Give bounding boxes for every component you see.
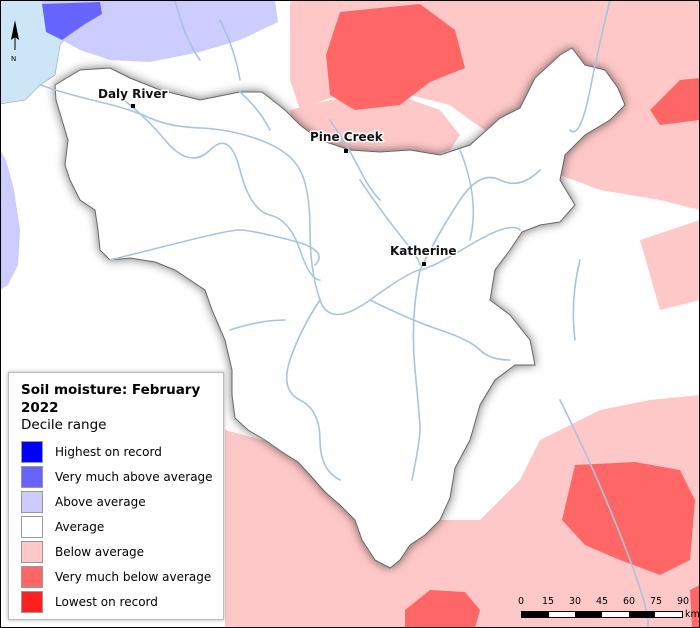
- scale-tick-label: 0: [517, 596, 525, 607]
- very-much-below-area-southeast: [562, 462, 695, 575]
- legend-swatch: [21, 590, 43, 613]
- north-label: N: [11, 55, 16, 63]
- legend-item-label: Highest on record: [55, 444, 162, 459]
- town-pine-creek[interactable]: Pine Creek: [309, 129, 385, 153]
- legend-swatch: [21, 515, 43, 538]
- very-much-below-area-far-east: [650, 78, 700, 125]
- town-daly-river[interactable]: Daly River: [97, 86, 169, 108]
- river-network: [39, 0, 649, 628]
- legend-item-label: Above average: [55, 494, 146, 509]
- very-much-below-area-southedge: [690, 585, 700, 628]
- scale-tick-label: 75: [649, 596, 663, 607]
- legend-swatch: [21, 540, 43, 563]
- legend-swatch: [21, 565, 43, 588]
- scale-tick-label: 15: [541, 596, 555, 607]
- legend-subtitle: Decile range: [21, 417, 107, 433]
- below-average-area-south: [225, 395, 700, 628]
- legend-item: Above average: [21, 489, 213, 514]
- below-average-area-east: [640, 220, 700, 310]
- north-arrow-icon: N: [8, 18, 22, 64]
- legend-swatch: [21, 465, 43, 488]
- town-label-daly-river: Daly River: [98, 87, 167, 101]
- above-average-area-west: [0, 150, 20, 290]
- legend-item-label: Very much below average: [55, 569, 212, 584]
- daly-river-catchment: [54, 47, 626, 569]
- town-label-katherine: Katherine: [390, 244, 457, 258]
- above-average-area-north: [40, 0, 278, 62]
- scale-tick-label: 60: [622, 596, 636, 607]
- scale-bar-graphic: [521, 611, 683, 618]
- legend-item-label: Average: [55, 519, 105, 534]
- town-label-pine-creek: Pine Creek: [310, 130, 384, 144]
- scale-tick-label: 90: [676, 596, 690, 607]
- town-marker-daly-river: [131, 104, 135, 108]
- legend-item: Lowest on record: [21, 589, 213, 614]
- very-much-below-area-south: [405, 590, 480, 628]
- town-katherine[interactable]: Katherine: [389, 243, 458, 266]
- scale-ticks: 0 15 30 45 60 75 90: [515, 596, 695, 610]
- scale-unit: km: [685, 609, 700, 620]
- town-marker-pine-creek: [344, 149, 348, 153]
- scale-bar: 0 15 30 45 60 75 90 km: [515, 596, 700, 624]
- scale-tick-label: 30: [568, 596, 582, 607]
- legend-item: Very much above average: [21, 464, 213, 489]
- legend-title: Soil moisture: February 2022: [21, 382, 201, 416]
- legend-item-label: Lowest on record: [55, 594, 158, 609]
- town-marker-katherine: [422, 262, 426, 266]
- legend-swatch: [21, 490, 43, 513]
- map-legend: Soil moisture: February 2022 Decile rang…: [8, 372, 224, 620]
- legend-item: Average: [21, 514, 213, 539]
- very-much-above-average-area: [42, 2, 102, 40]
- legend-swatch: [21, 440, 43, 463]
- scale-tick-label: 45: [595, 596, 609, 607]
- very-much-below-area-north: [326, 4, 465, 110]
- legend-item-label: Below average: [55, 544, 145, 559]
- legend-item-label: Very much above average: [55, 469, 213, 484]
- legend-item: Very much below average: [21, 564, 213, 589]
- legend-item: Highest on record: [21, 439, 213, 464]
- legend-item: Below average: [21, 539, 213, 564]
